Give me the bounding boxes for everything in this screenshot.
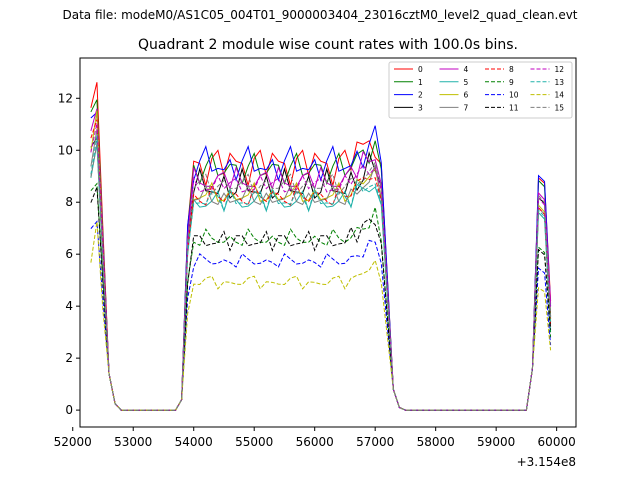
y-tick-label: 10 <box>58 143 73 157</box>
legend-label-8: 8 <box>509 65 514 74</box>
y-tick-label: 8 <box>65 195 73 209</box>
x-tick-label: 55000 <box>235 435 273 449</box>
legend-label-5: 5 <box>464 78 469 87</box>
x-tick-label: 54000 <box>175 435 213 449</box>
figure-suptitle: Data file: modeM0/AS1C05_004T01_90000034… <box>62 8 577 22</box>
legend-label-13: 13 <box>555 78 565 87</box>
legend-label-14: 14 <box>555 91 565 100</box>
x-tick-label: 59000 <box>477 435 515 449</box>
x-tick-label: 53000 <box>114 435 152 449</box>
legend-label-2: 2 <box>418 91 423 100</box>
legend-box <box>388 61 573 119</box>
legend-label-6: 6 <box>464 91 469 100</box>
legend-label-10: 10 <box>509 91 519 100</box>
x-tick-label: 60000 <box>538 435 576 449</box>
series-line-15 <box>90 143 552 411</box>
chart-title: Quadrant 2 module wise count rates with … <box>138 37 518 53</box>
y-tick-label: 6 <box>65 247 73 261</box>
legend-label-4: 4 <box>464 65 469 74</box>
legend-label-9: 9 <box>509 78 514 87</box>
axes-frame <box>79 57 577 428</box>
legend-label-3: 3 <box>418 103 423 112</box>
x-axis: 52000 53000 54000 55000 56000 57000 58000 59000… <box>54 427 576 449</box>
legend-label-0: 0 <box>418 65 423 74</box>
x-axis-offset-label: +3.154e8 <box>517 455 576 469</box>
legend-label-7: 7 <box>464 103 469 112</box>
legend-label-12: 12 <box>555 65 565 74</box>
x-tick-label: 52000 <box>54 435 92 449</box>
x-tick-label: 57000 <box>356 435 394 449</box>
plot-area <box>79 57 577 428</box>
y-tick-label: 4 <box>65 299 73 313</box>
y-axis: 0 2 4 6 8 10 12 <box>58 91 80 417</box>
series-layer <box>90 82 552 411</box>
legend-label-11: 11 <box>509 103 519 112</box>
legend-label-1: 1 <box>418 78 423 87</box>
y-tick-label: 12 <box>58 91 73 105</box>
y-tick-label: 0 <box>65 403 73 417</box>
y-tick-label: 2 <box>65 351 73 365</box>
x-tick-label: 58000 <box>417 435 455 449</box>
x-tick-label: 56000 <box>296 435 334 449</box>
legend-label-15: 15 <box>555 103 565 112</box>
